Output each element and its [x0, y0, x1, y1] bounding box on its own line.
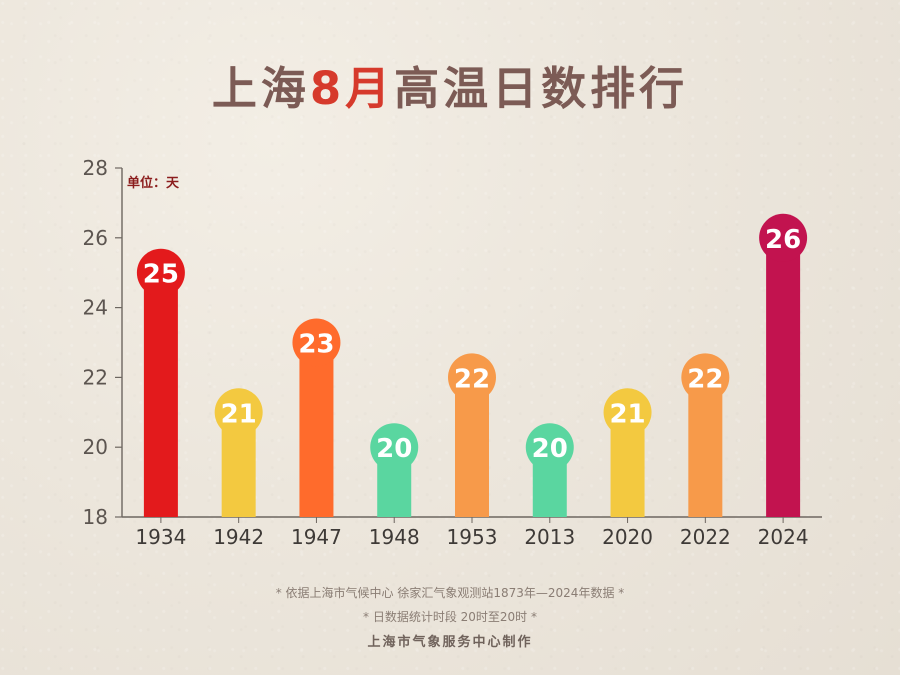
- x-tick-label-2013: 2013: [524, 525, 575, 549]
- x-tick-label-2022: 2022: [680, 525, 731, 549]
- y-tick-label-26: 26: [83, 226, 108, 250]
- y-tick-label-28: 28: [83, 156, 108, 180]
- bar-cap-2020: [603, 388, 652, 437]
- bar-1934: [143, 264, 178, 517]
- period-note: * 日数据统计时段 20时至20时 *: [363, 610, 537, 624]
- value-label-1934: 25: [143, 260, 179, 290]
- x-tick-label-1948: 1948: [369, 525, 420, 549]
- title-suffix: 高温日数排行: [394, 62, 689, 115]
- unit-label: 单位：天: [127, 175, 180, 191]
- y-tick-label-24: 24: [83, 296, 108, 320]
- x-tick-label-2020: 2020: [602, 525, 653, 549]
- value-label-2022: 22: [687, 364, 723, 394]
- bar-cap-1934: [136, 248, 185, 297]
- value-label-1947: 23: [298, 330, 334, 360]
- x-tick-label-1942: 1942: [213, 525, 264, 549]
- value-label-1953: 22: [454, 364, 490, 394]
- bar-cap-1948: [370, 423, 419, 472]
- bar-cap-1947: [292, 318, 341, 367]
- bar-cap-1953: [448, 353, 496, 402]
- value-label-2024: 26: [765, 225, 801, 255]
- bar-cap-2022: [681, 353, 730, 402]
- bar-cap-2013: [525, 423, 574, 472]
- y-tick-label-18: 18: [83, 505, 108, 529]
- source-note: * 依据上海市气候中心 徐家汇气象观测站1873年—2024年数据 *: [275, 586, 625, 600]
- title-prefix: 上海: [211, 62, 310, 115]
- credit-note: 上海市气象服务中心制作: [367, 635, 533, 650]
- x-tick-label-1947: 1947: [291, 525, 342, 549]
- bar-cap-2024: [759, 213, 808, 262]
- x-tick-label-1934: 1934: [135, 525, 186, 549]
- y-tick-label-22: 22: [83, 365, 108, 389]
- value-label-2013: 20: [532, 434, 568, 464]
- y-tick-label-20: 20: [83, 435, 108, 459]
- value-label-2020: 21: [609, 399, 645, 429]
- bar-cap-1942: [214, 388, 263, 437]
- value-label-1942: 21: [221, 399, 257, 429]
- value-label-1948: 20: [376, 434, 412, 464]
- bar-2024: [766, 229, 801, 518]
- chart-title: 上海8月高温日数排行: [0, 66, 900, 111]
- x-tick-label-2024: 2024: [758, 525, 809, 549]
- x-tick-label-1953: 1953: [447, 525, 498, 549]
- title-highlight: 8月: [309, 62, 395, 115]
